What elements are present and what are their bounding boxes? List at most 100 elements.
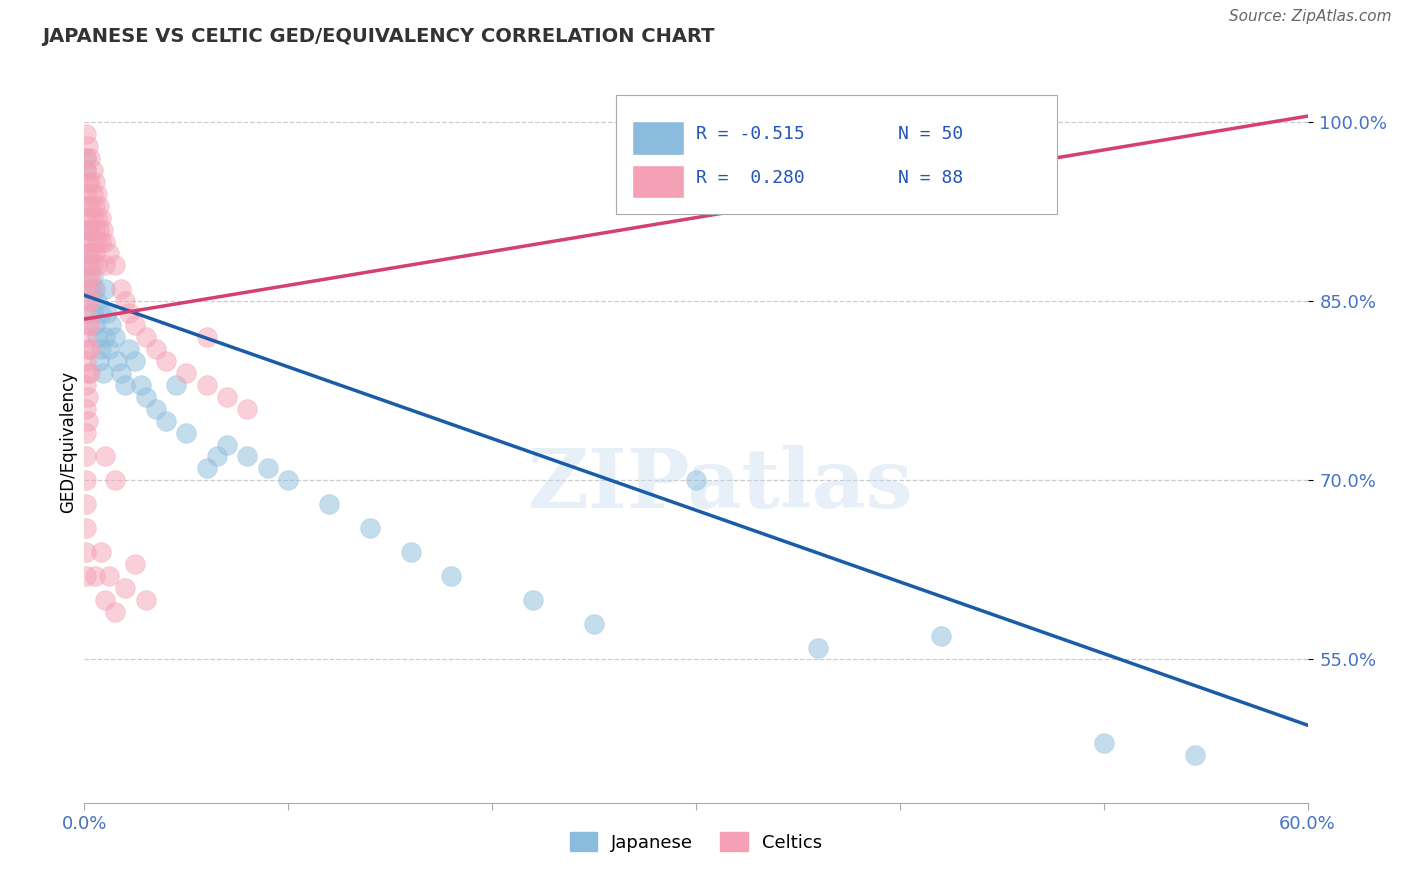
- Point: [174, 366, 197, 380]
- Point: [75, 354, 97, 368]
- Point: [174, 425, 197, 440]
- Point: [93, 282, 115, 296]
- Point: [77, 246, 100, 260]
- Point: [104, 259, 127, 273]
- Point: [82, 282, 104, 296]
- Point: [124, 318, 146, 332]
- Point: [135, 592, 157, 607]
- Point: [75, 186, 97, 201]
- Point: [93, 235, 115, 249]
- Point: [79, 151, 101, 165]
- Point: [79, 259, 101, 273]
- Point: [82, 186, 104, 201]
- Point: [91, 222, 114, 236]
- Point: [75, 259, 97, 273]
- Point: [79, 318, 101, 332]
- Point: [217, 390, 239, 404]
- Point: [93, 592, 115, 607]
- Point: [145, 401, 167, 416]
- Point: [118, 342, 141, 356]
- Point: [82, 270, 104, 285]
- Point: [90, 342, 112, 356]
- Point: [77, 318, 100, 332]
- Point: [93, 330, 115, 344]
- Point: [124, 354, 146, 368]
- Point: [79, 366, 101, 380]
- Point: [82, 259, 104, 273]
- Point: [86, 186, 108, 201]
- Text: ZIPatlas: ZIPatlas: [527, 445, 912, 524]
- Point: [104, 330, 127, 344]
- Point: [110, 282, 132, 296]
- Point: [100, 318, 122, 332]
- Point: [399, 545, 422, 559]
- Point: [77, 342, 100, 356]
- Point: [82, 162, 104, 177]
- Point: [86, 294, 108, 309]
- FancyBboxPatch shape: [633, 165, 683, 198]
- Point: [75, 545, 97, 559]
- Text: R =  0.280: R = 0.280: [696, 169, 804, 186]
- Point: [91, 366, 114, 380]
- Point: [90, 306, 112, 320]
- Point: [83, 246, 105, 260]
- Point: [359, 521, 381, 535]
- Point: [135, 330, 157, 344]
- Point: [114, 377, 136, 392]
- Point: [75, 162, 97, 177]
- Point: [79, 246, 101, 260]
- Point: [97, 246, 120, 260]
- Point: [257, 461, 280, 475]
- Point: [155, 414, 177, 428]
- Point: [114, 581, 136, 595]
- Point: [83, 318, 105, 332]
- Point: [93, 450, 115, 464]
- Point: [114, 294, 136, 309]
- Point: [685, 474, 707, 488]
- Point: [86, 259, 108, 273]
- Point: [79, 199, 101, 213]
- Point: [217, 437, 239, 451]
- Point: [77, 246, 100, 260]
- Point: [1184, 747, 1206, 762]
- Point: [83, 282, 105, 296]
- Point: [83, 175, 105, 189]
- Point: [165, 377, 187, 392]
- Point: [83, 569, 105, 583]
- Point: [75, 521, 97, 535]
- Point: [889, 151, 911, 165]
- Point: [75, 330, 97, 344]
- Point: [104, 474, 127, 488]
- Point: [77, 222, 100, 236]
- Point: [77, 366, 100, 380]
- Point: [104, 605, 127, 619]
- Point: [75, 425, 97, 440]
- Point: [87, 222, 110, 236]
- Point: [105, 354, 128, 368]
- Point: [131, 377, 153, 392]
- Point: [90, 235, 112, 249]
- Point: [82, 306, 104, 320]
- Point: [77, 414, 100, 428]
- Point: [195, 330, 218, 344]
- Point: [90, 545, 112, 559]
- Point: [807, 640, 830, 655]
- Point: [86, 235, 108, 249]
- Point: [205, 450, 228, 464]
- Point: [118, 306, 141, 320]
- Point: [277, 474, 299, 488]
- Point: [82, 235, 104, 249]
- Point: [77, 294, 100, 309]
- Point: [583, 616, 606, 631]
- Point: [79, 282, 101, 296]
- FancyBboxPatch shape: [616, 95, 1057, 214]
- Point: [77, 222, 100, 236]
- Point: [86, 211, 108, 225]
- Point: [1092, 736, 1115, 750]
- Point: [77, 270, 100, 285]
- Point: [83, 222, 105, 236]
- Point: [77, 175, 100, 189]
- Point: [236, 450, 259, 464]
- Point: [75, 569, 97, 583]
- Point: [195, 461, 218, 475]
